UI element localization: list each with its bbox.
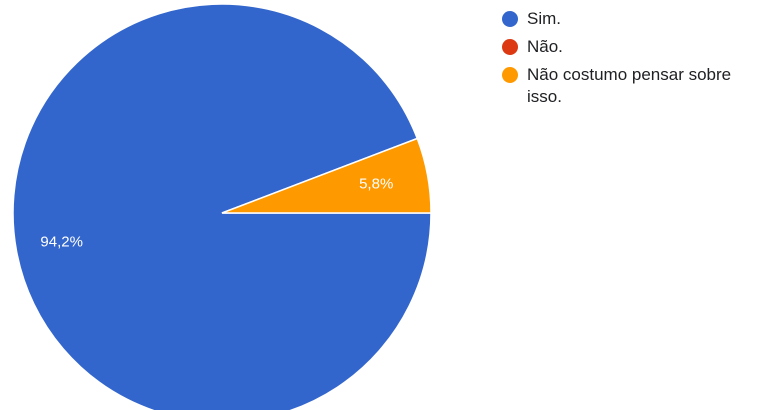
slice-label-sim: 94,2% bbox=[40, 233, 83, 250]
legend-swatch-sim bbox=[502, 11, 518, 27]
pie-slice-nao-costumo-pensar[interactable] bbox=[221, 137, 432, 214]
pie-slice-sim[interactable] bbox=[12, 3, 432, 410]
legend-label-sim: Sim. bbox=[527, 9, 561, 28]
legend-label-nao: Não. bbox=[527, 37, 563, 56]
legend-item-nao-costumo-pensar[interactable]: Não costumo pensar sobre isso. bbox=[502, 64, 752, 108]
legend-item-nao[interactable]: Não. bbox=[502, 36, 752, 58]
legend-label-nao-costumo-pensar: Não costumo pensar sobre isso. bbox=[527, 65, 732, 106]
slice-label-nao-costumo-pensar: 5,8% bbox=[359, 176, 393, 193]
legend-swatch-nao-costumo-pensar bbox=[502, 67, 518, 83]
legend: Sim. Não. Não costumo pensar sobre isso. bbox=[502, 8, 752, 114]
legend-item-sim[interactable]: Sim. bbox=[502, 8, 752, 30]
legend-swatch-nao bbox=[502, 39, 518, 55]
